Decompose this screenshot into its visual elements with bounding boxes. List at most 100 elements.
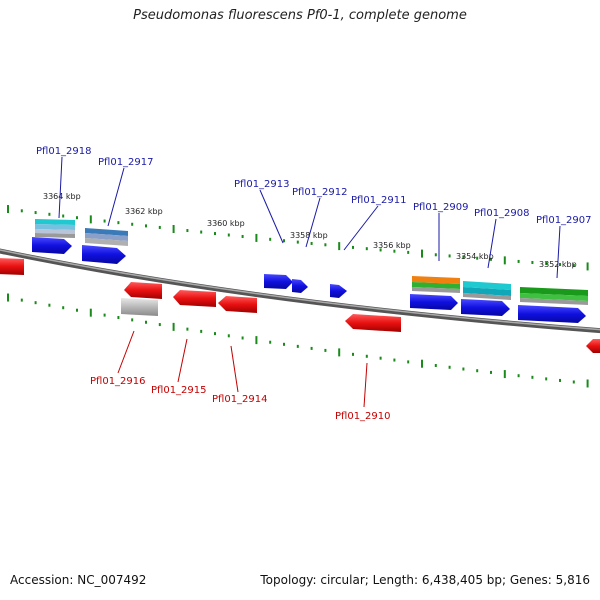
minor-tick	[448, 365, 451, 369]
lower-tick-track	[7, 293, 589, 388]
minor-tick	[283, 239, 285, 243]
feature-box-2908[interactable]	[463, 281, 511, 300]
feature-box-2909[interactable]	[412, 276, 460, 293]
minor-tick	[352, 245, 354, 249]
minor-tick	[310, 241, 313, 245]
gene-label-2911[interactable]: Pfl01_2911	[351, 195, 407, 206]
minor-tick	[20, 209, 23, 213]
minor-tick	[324, 243, 327, 247]
major-tick	[586, 379, 589, 388]
minor-tick	[283, 342, 285, 346]
minor-tick	[434, 253, 437, 257]
minor-tick	[34, 301, 37, 305]
gene-arrow-2918[interactable]	[32, 237, 72, 254]
minor-tick	[379, 248, 382, 252]
minor-tick	[241, 234, 244, 238]
major-tick	[172, 322, 175, 331]
forward-genes	[32, 237, 586, 323]
gene-arrow-2912[interactable]	[292, 279, 308, 293]
minor-tick	[559, 262, 561, 266]
feature-box-2907[interactable]	[520, 287, 588, 305]
gene-label-2913[interactable]: Pfl01_2913	[234, 179, 290, 190]
gene-arrow-2915[interactable]	[173, 290, 216, 307]
minor-tick	[200, 230, 203, 234]
gene-label-2912[interactable]: Pfl01_2912	[292, 187, 348, 198]
top-gene-labels: Pfl01_2918 Pfl01_2917 Pfl01_2913 Pfl01_2…	[36, 146, 592, 226]
gene-label-2917[interactable]: Pfl01_2917	[98, 157, 154, 168]
gene-label-2916[interactable]: Pfl01_2916	[90, 376, 146, 387]
minor-tick	[158, 225, 161, 229]
gene-label-2915[interactable]: Pfl01_2915	[151, 385, 207, 396]
major-tick	[255, 336, 258, 345]
minor-tick	[214, 332, 216, 336]
gene-arrow-left-edge[interactable]	[0, 258, 24, 275]
minor-tick	[131, 222, 134, 226]
major-tick	[503, 370, 506, 379]
top-label-leaders	[58, 156, 561, 279]
major-tick	[503, 256, 506, 265]
minor-tick	[407, 360, 410, 364]
minor-tick	[227, 334, 230, 338]
major-tick	[255, 233, 258, 242]
minor-tick	[214, 232, 216, 236]
gene-label-2910[interactable]: Pfl01_2910	[335, 411, 391, 422]
minor-tick	[407, 250, 410, 254]
minor-tick	[462, 255, 465, 259]
minor-tick	[20, 298, 23, 302]
genome-backbone	[0, 248, 600, 334]
gene-label-2909[interactable]: Pfl01_2909	[413, 202, 469, 213]
kbp-label: 3360 kbp	[207, 219, 245, 228]
feature-box-2917[interactable]	[85, 228, 128, 246]
gene-arrow-2907[interactable]	[518, 305, 586, 323]
minor-tick	[310, 346, 313, 350]
gene-arrow-2910[interactable]	[345, 314, 401, 332]
bottom-gene-labels: Pfl01_2916 Pfl01_2915 Pfl01_2914 Pfl01_2…	[90, 376, 391, 422]
minor-tick	[103, 313, 106, 317]
minor-tick	[393, 358, 396, 362]
minor-tick	[490, 257, 492, 261]
minor-tick	[572, 380, 575, 384]
gene-label-2918[interactable]: Pfl01_2918	[36, 146, 92, 157]
gene-arrow-2917[interactable]	[82, 245, 126, 264]
minor-tick	[241, 336, 244, 340]
minor-tick	[559, 378, 561, 382]
gene-label-2908[interactable]: Pfl01_2908	[474, 208, 530, 219]
major-tick	[7, 205, 9, 214]
gene-arrow-2911[interactable]	[330, 284, 347, 298]
major-tick	[338, 242, 341, 251]
major-tick	[89, 215, 92, 224]
gene-label-2907[interactable]: Pfl01_2907	[536, 215, 592, 226]
minor-tick	[34, 211, 37, 215]
minor-tick	[296, 344, 299, 348]
gene-arrow-2909[interactable]	[410, 294, 458, 310]
gene-arrow-2916[interactable]	[124, 282, 162, 299]
gene-label-2914[interactable]: Pfl01_2914	[212, 394, 268, 405]
minor-tick	[545, 377, 548, 381]
minor-tick	[517, 374, 520, 378]
minor-tick	[103, 219, 106, 223]
minor-tick	[296, 240, 299, 244]
minor-tick	[117, 316, 120, 320]
genome-backbone-highlight	[0, 249, 600, 331]
minor-tick	[531, 375, 534, 379]
feature-box-2916[interactable]	[121, 298, 158, 316]
genome-stats-text: Topology: circular; Length: 6,438,405 bp…	[260, 573, 590, 587]
kbp-label: 3356 kbp	[373, 241, 411, 250]
minor-tick	[324, 348, 327, 352]
minor-tick	[531, 260, 534, 264]
reverse-genes	[0, 258, 600, 353]
minor-tick	[186, 229, 189, 233]
major-tick	[7, 293, 9, 302]
minor-tick	[76, 308, 78, 312]
gene-arrow-2908[interactable]	[461, 299, 510, 316]
minor-tick	[62, 214, 65, 218]
minor-tick	[131, 318, 134, 322]
minor-tick	[62, 306, 65, 310]
gene-arrow-2913[interactable]	[264, 274, 293, 289]
gene-arrow-2914[interactable]	[218, 296, 257, 313]
major-tick	[89, 308, 92, 317]
gene-arrow-right-edge[interactable]	[586, 339, 600, 353]
minor-tick	[48, 212, 51, 216]
feature-box-2918[interactable]	[35, 219, 75, 238]
